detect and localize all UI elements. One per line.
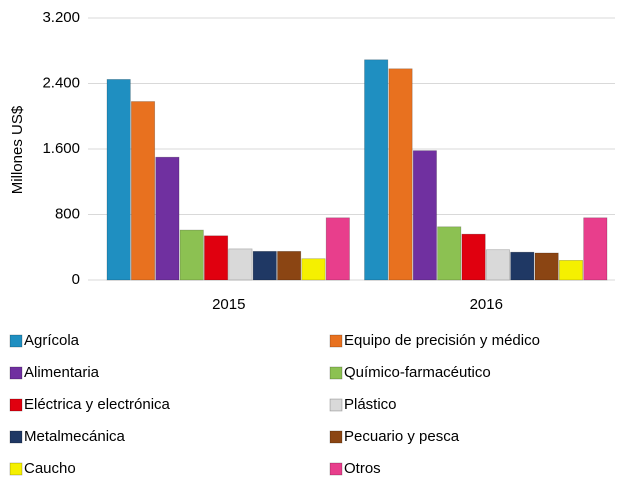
legend-label: Pecuario y pesca — [344, 428, 460, 445]
legend-label: Equipo de precisión y médico — [344, 332, 540, 349]
legend-marker — [329, 462, 343, 476]
bar — [534, 252, 559, 281]
bar — [461, 233, 486, 281]
legend-label: Caucho — [24, 460, 76, 477]
bar — [252, 250, 277, 281]
y-tick-label: 1.600 — [42, 140, 80, 157]
x-tick-label: 2015 — [212, 296, 245, 313]
bar — [301, 258, 326, 281]
legend-label: Plástico — [344, 396, 397, 413]
bar — [204, 235, 229, 281]
legend-marker — [329, 334, 343, 348]
legend-marker — [9, 430, 23, 444]
legend-label: Químico-farmacéutico — [344, 364, 491, 381]
legend-marker — [329, 366, 343, 380]
bar — [179, 229, 204, 281]
legend-label: Eléctrica y electrónica — [24, 396, 171, 413]
legend-marker — [9, 334, 23, 348]
bar — [583, 217, 608, 281]
legend-marker — [9, 462, 23, 476]
bar — [412, 150, 437, 281]
legend-marker — [9, 398, 23, 412]
legend-label: Metalmecánica — [24, 428, 126, 445]
legend-marker — [9, 366, 23, 380]
bar — [155, 156, 180, 281]
bar — [228, 248, 253, 281]
bar — [277, 250, 302, 281]
bar — [558, 260, 583, 281]
bar — [325, 217, 350, 281]
bar — [131, 101, 156, 281]
y-tick-label: 800 — [55, 205, 80, 222]
legend-label: Agrícola — [24, 332, 80, 349]
x-tick-label: 2016 — [470, 296, 503, 313]
y-axis-label: Millones US$ — [9, 105, 26, 194]
bar — [106, 79, 131, 281]
bar — [510, 251, 535, 281]
legend-marker — [329, 430, 343, 444]
bar — [388, 68, 413, 281]
bar — [485, 249, 510, 281]
y-tick-label: 2.400 — [42, 74, 80, 91]
legend-label: Otros — [344, 460, 381, 477]
legend-marker — [329, 398, 343, 412]
y-tick-label: 0 — [72, 271, 80, 288]
y-tick-label: 3.200 — [42, 9, 80, 26]
legend-label: Alimentaria — [24, 364, 100, 381]
bar — [437, 226, 462, 281]
bar — [364, 59, 389, 281]
